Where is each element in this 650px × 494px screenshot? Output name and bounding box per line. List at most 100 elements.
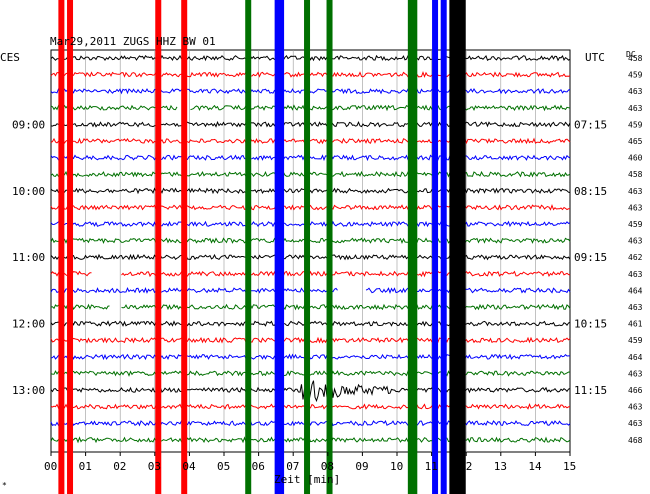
dc-value: 458 <box>628 54 643 63</box>
dc-value: 459 <box>628 120 643 129</box>
left-time-label: 10:00 <box>12 185 45 198</box>
seismic-traces <box>50 54 571 444</box>
dc-value: 463 <box>628 369 643 378</box>
trace-row-20 <box>50 380 571 403</box>
trace-row-16 <box>50 320 571 327</box>
trace-row-2 <box>50 88 571 95</box>
trace-row-1 <box>50 71 571 78</box>
dc-value: 463 <box>628 87 643 96</box>
vertical-band-11 <box>432 0 439 494</box>
vertical-band-1 <box>67 0 74 494</box>
left-axis-label: CES <box>0 51 20 64</box>
trace-row-13 <box>50 270 571 278</box>
x-tick-label: 10 <box>390 460 403 473</box>
vertical-band-3 <box>181 0 188 494</box>
vertical-band-9 <box>407 0 414 494</box>
dc-value: 461 <box>628 320 643 329</box>
trace-row-3 <box>50 104 571 112</box>
trace-row-21 <box>50 403 571 410</box>
dc-value: 463 <box>628 303 643 312</box>
vertical-band-15 <box>459 0 466 494</box>
plot-frame <box>50 49 571 453</box>
corner-mark: * <box>2 481 7 490</box>
right-time-label: 10:15 <box>574 318 607 331</box>
dc-value: 459 <box>628 71 643 80</box>
right-axis-label: UTC <box>585 51 605 64</box>
x-tick-label: 06 <box>252 460 265 473</box>
right-time-label: 08:15 <box>574 185 607 198</box>
trace-row-10 <box>50 220 571 228</box>
dc-value: 463 <box>628 270 643 279</box>
vertical-band-0 <box>58 0 65 494</box>
plot-border <box>50 49 571 453</box>
vertical-band-12 <box>440 0 447 494</box>
x-tick-label: 09 <box>355 460 368 473</box>
trace-row-19 <box>50 369 571 377</box>
trace-row-12 <box>50 253 571 261</box>
trace-row-7 <box>50 170 571 178</box>
x-tick-label: 08 <box>321 460 334 473</box>
dc-value: 463 <box>628 187 643 196</box>
x-tick-label: 11 <box>425 460 438 473</box>
tick-labels: 00 01 02 03 04 05 06 07 08 09 10 11 12 13 14 15 09:00 10:… <box>12 54 643 473</box>
x-tick-label: 14 <box>528 460 542 473</box>
trace-row-11 <box>50 237 571 245</box>
right-time-label: 09:15 <box>574 251 607 264</box>
x-tick-label: 05 <box>217 460 230 473</box>
dc-value: 468 <box>628 436 643 445</box>
right-time-label: 11:15 <box>574 384 607 397</box>
trace-row-17 <box>50 336 571 344</box>
left-time-label: 09:00 <box>12 118 45 131</box>
vertical-band-13 <box>449 0 456 494</box>
vertical-band-6 <box>278 0 285 494</box>
dc-value: 464 <box>628 353 643 362</box>
dc-value: 459 <box>628 220 643 229</box>
right-time-label: 07:15 <box>574 118 607 131</box>
x-tick-label: 02 <box>113 460 126 473</box>
minute-gridlines <box>85 50 536 452</box>
dc-value: 463 <box>628 203 643 212</box>
x-tick-label: 13 <box>494 460 507 473</box>
x-tick-label: 01 <box>79 460 92 473</box>
x-tick-label: 07 <box>286 460 299 473</box>
trace-row-22 <box>50 419 571 427</box>
dc-value: 466 <box>628 386 643 395</box>
trace-row-4 <box>50 120 571 128</box>
trace-row-0 <box>50 54 571 62</box>
x-tick-label: 00 <box>44 460 57 473</box>
trace-row-15 <box>50 303 571 311</box>
chart-title: Mar29,2011 ZUGS HHZ BW 01 <box>50 35 216 48</box>
trace-row-9 <box>50 204 570 211</box>
vertical-band-2 <box>155 0 162 494</box>
trace-row-23 <box>50 436 571 444</box>
axis-labels: Mar29,2011 ZUGS HHZ BW 01 CES UTC DC Zei… <box>0 35 636 486</box>
dc-value: 465 <box>628 137 643 146</box>
dc-value: 459 <box>628 336 643 345</box>
dc-label: DC <box>626 50 636 59</box>
left-time-label: 12:00 <box>12 318 45 331</box>
vertical-band-8 <box>326 0 333 494</box>
trace-row-18 <box>50 353 570 361</box>
vertical-band-10 <box>411 0 418 494</box>
trace-row-5 <box>50 137 571 145</box>
dc-value: 458 <box>628 170 643 179</box>
left-time-label: 13:00 <box>12 384 45 397</box>
vertical-bands <box>58 0 466 494</box>
dc-value: 463 <box>628 419 643 428</box>
trace-row-14 <box>50 286 571 294</box>
trace-row-8 <box>50 187 571 195</box>
dc-value: 464 <box>628 286 643 295</box>
vertical-band-14 <box>454 0 461 494</box>
x-tick-label: 03 <box>148 460 161 473</box>
x-tick-label: 15 <box>563 460 576 473</box>
trace-row-6 <box>50 154 571 162</box>
vertical-band-7 <box>304 0 311 494</box>
dc-value: 463 <box>628 403 643 412</box>
dc-value: 462 <box>628 253 643 262</box>
left-time-label: 11:00 <box>12 251 45 264</box>
dc-value: 463 <box>628 237 643 246</box>
x-tick-label: 12 <box>459 460 472 473</box>
x-tick-label: 04 <box>182 460 196 473</box>
x-axis-label: Zeit [min] <box>274 473 340 486</box>
